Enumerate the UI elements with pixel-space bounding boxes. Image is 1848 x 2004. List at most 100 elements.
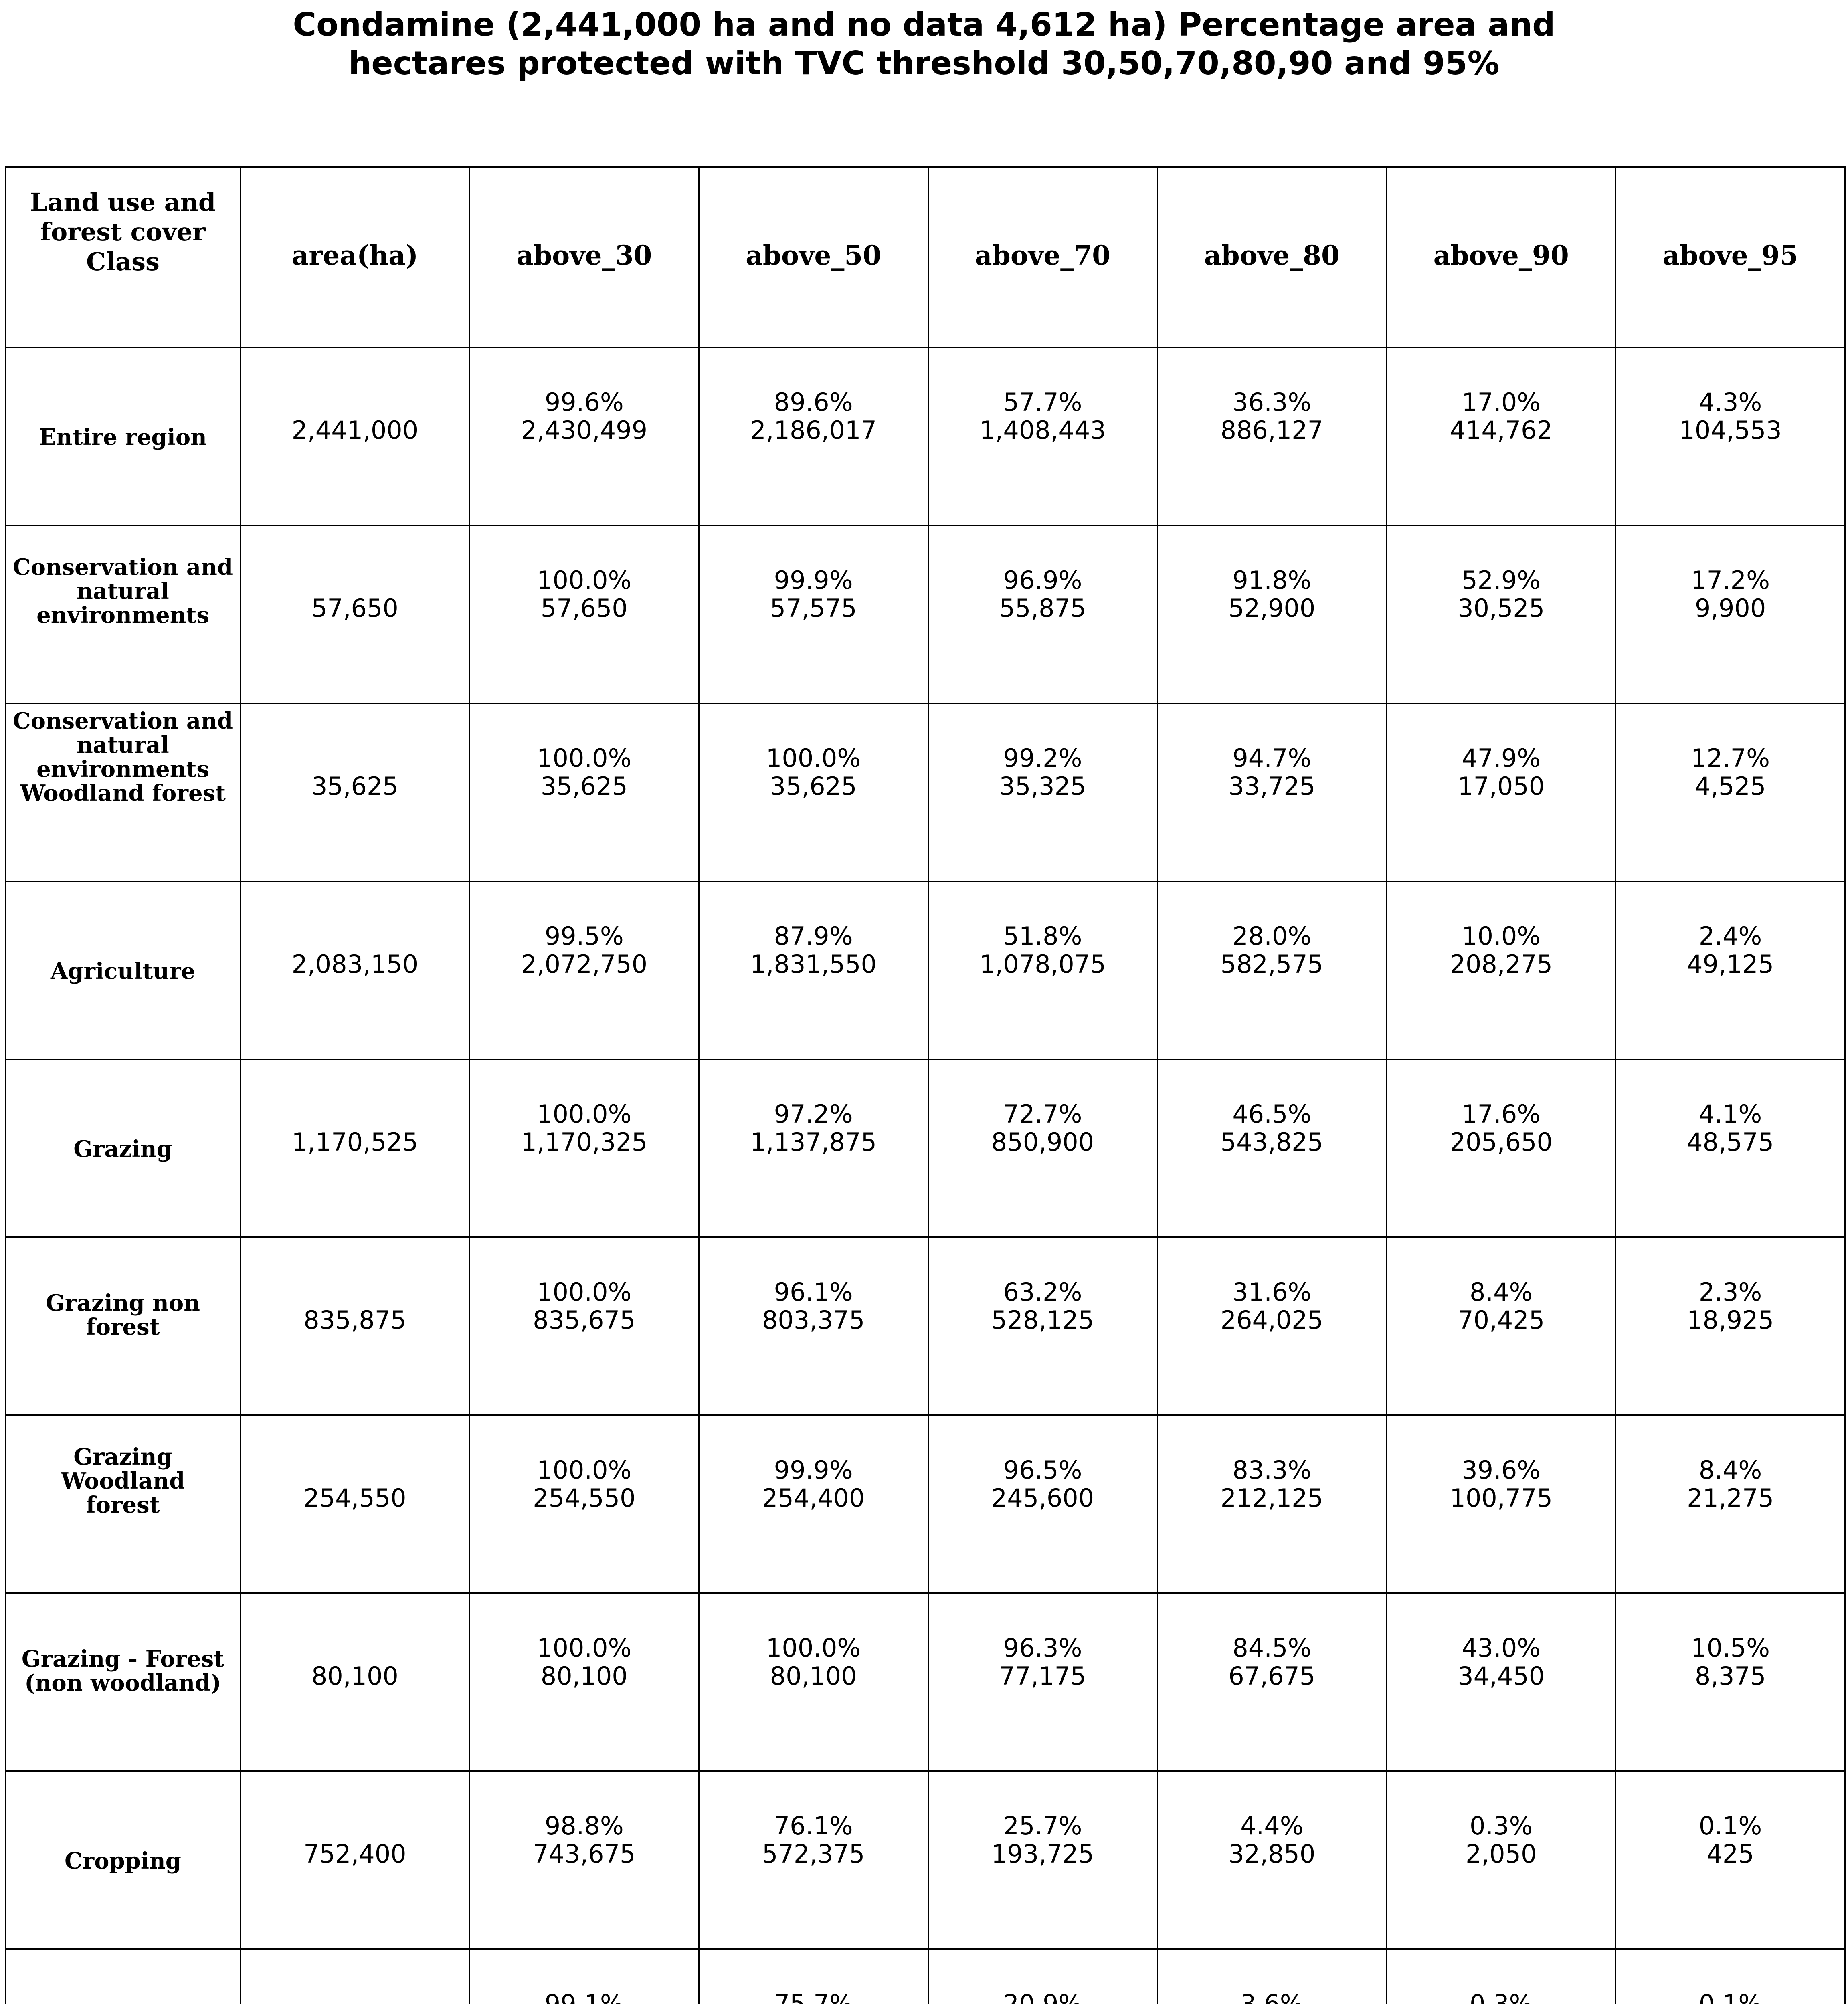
hectares-value: 35,625	[770, 772, 857, 801]
threshold-cell: 99.6% 2,430,499	[469, 348, 698, 525]
hectares-value: 57,650	[540, 594, 628, 623]
threshold-cell: 4.1% 48,575	[1615, 1060, 1844, 1236]
threshold-cell: 8.4% 70,425	[1386, 1238, 1615, 1414]
threshold-cell: 100.0% 57,650	[469, 526, 698, 703]
percent-value: 99.6%	[544, 388, 624, 417]
threshold-cell: 4.3% 104,553	[1615, 348, 1844, 525]
percent-value: 8.4%	[1698, 1455, 1762, 1485]
hectares-value: 17,050	[1458, 772, 1545, 801]
percent-value: 17.2%	[1691, 566, 1770, 595]
percent-value: 31.6%	[1232, 1277, 1312, 1307]
row-label: Grazing	[73, 1136, 172, 1162]
hectares-value: 21,275	[1687, 1483, 1774, 1513]
table-row: Irrigation159,95099.1%158,47575.7%121,02…	[6, 1948, 1844, 2004]
percent-value: 100.0%	[537, 566, 632, 595]
threshold-cell: 28.0% 582,575	[1157, 882, 1386, 1059]
percent-value: 0.3%	[1469, 1989, 1533, 2004]
hectares-value: 55,875	[999, 594, 1086, 623]
hectares-value: 33,725	[1228, 772, 1316, 801]
threshold-cell: 96.1% 803,375	[698, 1238, 928, 1414]
threshold-cell: 31.6% 264,025	[1157, 1238, 1386, 1414]
hectares-value: 1,831,550	[750, 949, 877, 979]
threshold-cell: 99.9% 254,400	[698, 1416, 928, 1592]
threshold-cell: 17.0% 414,762	[1386, 348, 1615, 525]
hectares-value: 52,900	[1228, 594, 1316, 623]
percent-value: 75.7%	[774, 1989, 853, 2004]
table-row: Grazing 1,170,525 100.0% 1,170,325 97.2% 1,13…	[6, 1059, 1844, 1236]
percent-value: 4.3%	[1698, 388, 1762, 417]
percent-value: 10.0%	[1462, 921, 1541, 951]
column-header-threshold: above_95	[1615, 168, 1844, 347]
land-use-table: Land use and forest cover Class area(ha) a…	[5, 166, 1846, 2004]
area-value: 835,875	[303, 1305, 406, 1335]
page-title-line1: Condamine (2,441,000 ha and no data 4,61…	[293, 6, 1555, 43]
hectares-value: 264,025	[1220, 1305, 1324, 1335]
threshold-cell: 0.1% 425	[1615, 1772, 1844, 1948]
percent-value: 97.2%	[774, 1099, 853, 1129]
hectares-value: 8,375	[1694, 1661, 1766, 1691]
hectares-value: 67,675	[1228, 1661, 1316, 1691]
percent-value: 36.3%	[1232, 388, 1312, 417]
percent-value: 98.8%	[544, 1811, 624, 1840]
row-label: Grazing Woodland forest	[61, 1444, 185, 1518]
threshold-cell: 39.6% 100,775	[1386, 1416, 1615, 1592]
threshold-cell: 96.3% 77,175	[927, 1594, 1157, 1770]
hectares-value: 543,825	[1220, 1127, 1324, 1157]
percent-value: 99.2%	[1003, 743, 1082, 773]
column-header-threshold: above_90	[1386, 168, 1615, 347]
hectares-value: 1,408,443	[979, 416, 1106, 445]
percent-value: 43.0%	[1462, 1633, 1541, 1663]
threshold-cell: 83.3% 212,125	[1157, 1416, 1386, 1592]
percent-value: 39.6%	[1462, 1455, 1541, 1485]
percent-value: 4.1%	[1698, 1099, 1762, 1129]
hectares-value: 2,072,750	[521, 949, 648, 979]
area-value: 254,550	[303, 1483, 406, 1513]
threshold-cell: 51.8% 1,078,075	[927, 882, 1157, 1059]
percent-value: 99.9%	[774, 566, 853, 595]
hectares-value: 245,600	[991, 1483, 1094, 1513]
hectares-value: 2,430,499	[521, 416, 648, 445]
hectares-value: 104,553	[1679, 416, 1782, 445]
threshold-cell: 100.0% 80,100	[469, 1594, 698, 1770]
threshold-cell: 52.9% 30,525	[1386, 526, 1615, 703]
hectares-value: 1,078,075	[979, 949, 1106, 979]
percent-value: 100.0%	[537, 1099, 632, 1129]
hectares-value: 850,900	[991, 1127, 1094, 1157]
threshold-cell: 43.0% 34,450	[1386, 1594, 1615, 1770]
area-value: 2,441,000	[291, 416, 419, 445]
hectares-value: 205,650	[1450, 1127, 1553, 1157]
area-value: 57,650	[311, 594, 398, 623]
table-row: Conservation and natural environments Wo…	[6, 703, 1844, 881]
row-label: Irrigation	[6, 1950, 240, 2004]
hectares-value: 49,125	[1687, 949, 1774, 979]
hectares-value: 48,575	[1687, 1127, 1774, 1157]
threshold-cell: 98.8% 743,675	[469, 1772, 698, 1948]
percent-value: 100.0%	[537, 1277, 632, 1307]
threshold-cell: 0.3%550	[1386, 1950, 1615, 2004]
hectares-value: 18,925	[1687, 1305, 1774, 1335]
threshold-cell: 96.9% 55,875	[927, 526, 1157, 703]
hectares-value: 100,775	[1450, 1483, 1553, 1513]
table-row: Cropping 752,400 98.8% 743,675 76.1% 572,375 2…	[6, 1770, 1844, 1948]
percent-value: 87.9%	[774, 921, 853, 951]
area-value: 752,400	[303, 1839, 406, 1869]
percent-value: 3.6%	[1240, 1989, 1304, 2004]
row-label: Entire region	[39, 424, 207, 450]
hectares-value: 2,050	[1465, 1839, 1537, 1869]
threshold-cell: 100.0% 80,100	[698, 1594, 928, 1770]
table-row: Entire region 2,441,000 99.6% 2,430,499 89.6…	[6, 347, 1844, 525]
percent-value: 83.3%	[1232, 1455, 1312, 1485]
row-label: Cropping	[65, 1848, 181, 1874]
table-row: Agriculture 2,083,150 99.5% 2,072,750 87.9% 1…	[6, 881, 1844, 1059]
hectares-value: 193,725	[991, 1839, 1094, 1869]
hectares-value: 254,550	[533, 1483, 636, 1513]
percent-value: 52.9%	[1462, 566, 1541, 595]
page-title: Condamine (2,441,000 ha and no data 4,61…	[0, 0, 1848, 83]
area-value: 35,625	[311, 772, 398, 801]
page-title-line2: hectares protected with TVC threshold 30…	[348, 44, 1500, 82]
percent-value: 10.5%	[1691, 1633, 1770, 1663]
threshold-cell: 100.0% 254,550	[469, 1416, 698, 1592]
percent-value: 2.3%	[1698, 1277, 1762, 1307]
area-cell: 35,625	[240, 704, 469, 881]
area-cell: 2,441,000	[240, 348, 469, 525]
